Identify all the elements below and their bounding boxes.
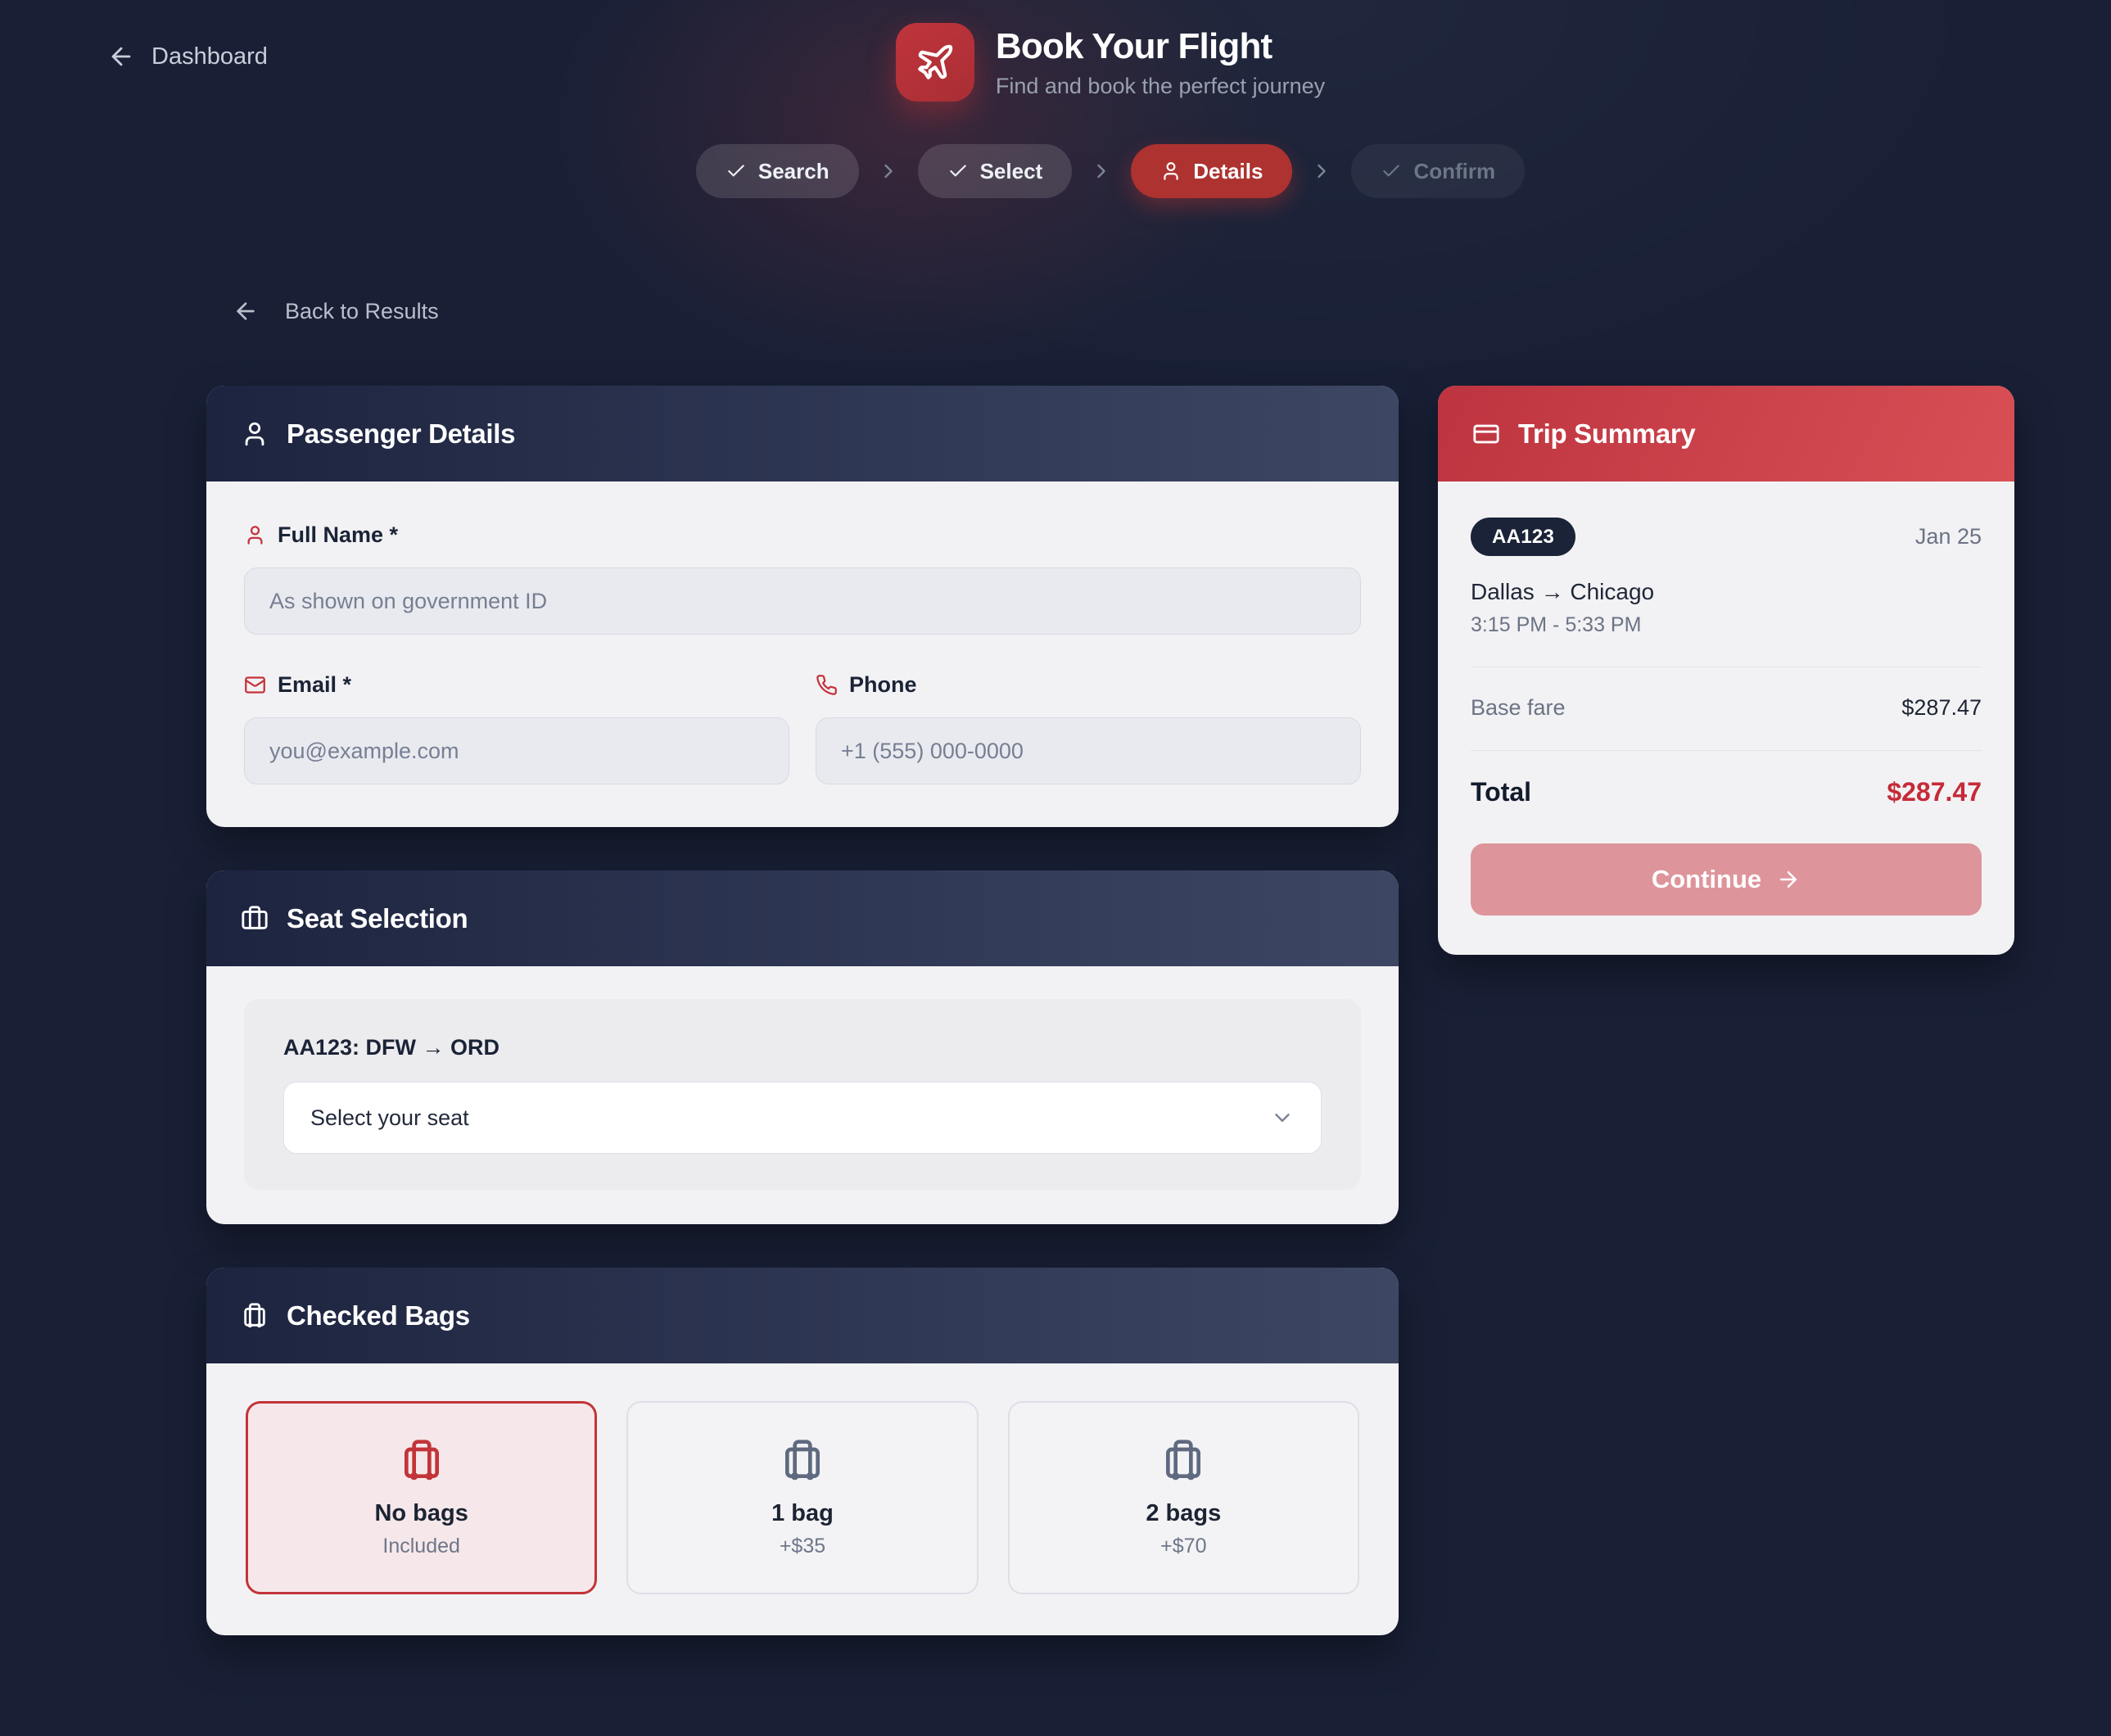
check-icon <box>949 165 966 177</box>
bag-option-no-bags[interactable]: No bags Included <box>246 1401 598 1594</box>
divider <box>1471 750 1982 751</box>
continue-button[interactable]: Continue <box>1471 843 1982 915</box>
trip-route: Dallas → Chicago <box>1471 579 1655 604</box>
chevron-right-icon <box>1090 160 1113 183</box>
full-name-input[interactable] <box>244 567 1361 635</box>
plane-icon <box>918 44 953 79</box>
mail-icon <box>245 676 265 694</box>
user-icon <box>247 526 263 545</box>
seat-select-value: Select your seat <box>310 1105 469 1130</box>
step-confirm[interactable]: Confirm <box>1351 144 1526 198</box>
phone-label: Phone <box>816 672 1361 698</box>
dashboard-back-link[interactable]: Dashboard <box>107 43 268 70</box>
dashboard-back-label: Dashboard <box>151 43 268 70</box>
back-to-results-label: Back to Results <box>285 298 439 323</box>
seat-selection-title: Seat Selection <box>287 902 468 934</box>
total-value: $287.47 <box>1887 777 1982 807</box>
trip-summary-card: Trip Summary AA123 Jan 25 Dallas → Chica… <box>1438 386 2014 955</box>
step-search-label: Search <box>757 158 829 183</box>
seat-flight-label: AA123: DFW → ORD <box>283 1035 500 1060</box>
credit-card-icon <box>1473 424 1499 443</box>
checked-bags-title: Checked Bags <box>287 1300 470 1331</box>
seat-panel: AA123: DFW → ORD Select your seat <box>244 999 1361 1190</box>
arrow-left-icon <box>237 302 255 320</box>
seat-selection-card: Seat Selection AA123: DFW → ORD Select y… <box>206 870 1399 1224</box>
chevron-down-icon <box>1275 1114 1290 1122</box>
bag-option-price: +$35 <box>779 1534 826 1557</box>
bag-option-label: No bags <box>374 1499 468 1526</box>
back-to-results-link[interactable]: Back to Results <box>233 298 439 324</box>
step-select-label: Select <box>979 158 1043 183</box>
step-select[interactable]: Select <box>917 144 1073 198</box>
arrow-left-icon <box>111 47 131 66</box>
bag-option-2-bags[interactable]: 2 bags +$70 <box>1007 1401 1359 1594</box>
flight-code-badge: AA123 <box>1471 518 1576 556</box>
bag-option-label: 1 bag <box>771 1499 834 1526</box>
bag-option-price: +$70 <box>1160 1534 1207 1557</box>
step-search[interactable]: Search <box>695 144 859 198</box>
base-fare-value: $287.47 <box>1901 695 1982 720</box>
check-icon <box>1383 165 1400 177</box>
user-icon <box>1164 162 1178 180</box>
full-name-label: Full Name * <box>244 522 1361 548</box>
luggage-icon <box>1166 1439 1201 1480</box>
page-title: Book Your Flight <box>995 25 1272 66</box>
check-icon <box>728 165 744 177</box>
app-logo <box>895 23 974 102</box>
step-details[interactable]: Details <box>1131 144 1293 198</box>
seat-selection-header: Seat Selection <box>206 870 1399 966</box>
checked-bags-header: Checked Bags <box>206 1268 1399 1363</box>
step-details-label: Details <box>1193 158 1263 183</box>
base-fare-label: Base fare <box>1471 695 1566 720</box>
phone-input[interactable] <box>816 717 1361 784</box>
briefcase-icon <box>242 905 268 929</box>
chevron-right-icon <box>1310 160 1333 183</box>
email-input[interactable] <box>244 717 789 784</box>
total-label: Total <box>1471 777 1532 807</box>
checked-bags-card: Checked Bags No bags Included 1 bag +$35 <box>206 1268 1399 1635</box>
arrow-right-icon <box>1780 871 1797 888</box>
luggage-icon <box>404 1439 439 1480</box>
trip-date: Jan 25 <box>1914 524 1982 549</box>
trip-summary-header: Trip Summary <box>1438 386 2014 481</box>
luggage-icon <box>244 1302 265 1327</box>
email-label: Email * <box>244 672 789 698</box>
user-icon <box>245 422 264 445</box>
trip-times: 3:15 PM - 5:33 PM <box>1471 613 1642 636</box>
chevron-right-icon <box>877 160 900 183</box>
bag-option-label: 2 bags <box>1146 1499 1222 1526</box>
phone-icon <box>816 675 837 695</box>
page-header: Book Your Flight Find and book the perfe… <box>206 0 2014 198</box>
passenger-details-card: Passenger Details Full Name * Email * <box>206 386 1399 827</box>
passenger-details-title: Passenger Details <box>287 418 516 449</box>
bag-option-price: Included <box>382 1534 460 1557</box>
luggage-icon <box>784 1439 820 1480</box>
passenger-details-header: Passenger Details <box>206 386 1399 481</box>
seat-select-dropdown[interactable]: Select your seat <box>283 1082 1322 1154</box>
page-subtitle: Find and book the perfect journey <box>995 73 1326 98</box>
continue-label: Continue <box>1651 865 1762 893</box>
booking-stepper: Search Select Details Confirm <box>695 144 1526 198</box>
bag-option-1-bag[interactable]: 1 bag +$35 <box>626 1401 979 1594</box>
trip-summary-title: Trip Summary <box>1518 418 1696 449</box>
step-confirm-label: Confirm <box>1413 158 1496 183</box>
